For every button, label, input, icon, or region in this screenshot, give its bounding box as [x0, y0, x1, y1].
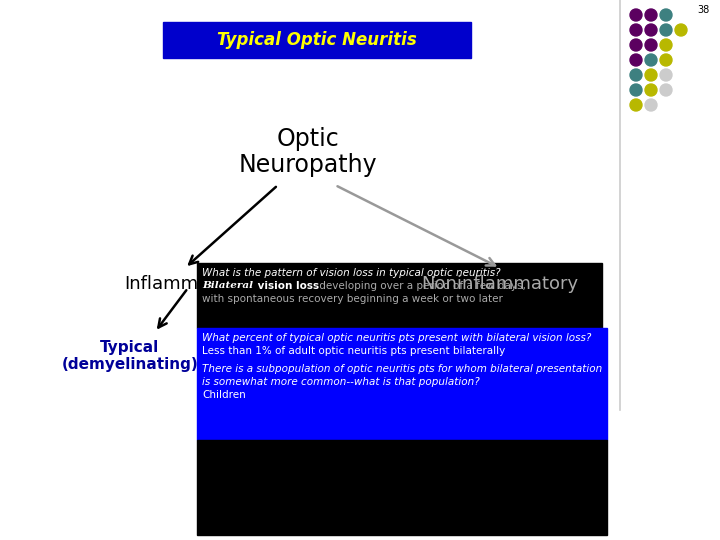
FancyBboxPatch shape — [163, 22, 471, 58]
Text: There is a subpopulation of optic neuritis pts for whom bilateral presentation: There is a subpopulation of optic neurit… — [202, 364, 602, 374]
Circle shape — [645, 39, 657, 51]
Text: developing over a period of a few days,: developing over a period of a few days, — [316, 281, 526, 291]
Circle shape — [630, 84, 642, 96]
Circle shape — [630, 24, 642, 36]
Text: Typical Optic Neuritis: Typical Optic Neuritis — [217, 31, 417, 49]
Circle shape — [660, 39, 672, 51]
Circle shape — [630, 9, 642, 21]
Circle shape — [660, 84, 672, 96]
Circle shape — [630, 54, 642, 66]
Circle shape — [645, 9, 657, 21]
Text: Noninflammatory: Noninflammatory — [421, 275, 579, 293]
Text: Typical
(demyelinating): Typical (demyelinating) — [62, 340, 199, 373]
Circle shape — [660, 9, 672, 21]
Text: is somewhat more common--what is that population?: is somewhat more common--what is that po… — [202, 377, 480, 387]
Text: vision loss: vision loss — [254, 281, 319, 291]
FancyBboxPatch shape — [197, 263, 602, 328]
Text: What percent of typical optic neuritis pts present with bilateral vision loss?: What percent of typical optic neuritis p… — [202, 333, 591, 343]
Text: Less than 1% of adult optic neuritis pts present bilaterally: Less than 1% of adult optic neuritis pts… — [202, 346, 505, 356]
Circle shape — [645, 69, 657, 81]
Text: What is the pattern of vision loss in typical optic neuritis?: What is the pattern of vision loss in ty… — [202, 268, 500, 278]
Circle shape — [660, 54, 672, 66]
Circle shape — [660, 69, 672, 81]
FancyBboxPatch shape — [197, 440, 607, 535]
Text: 38: 38 — [698, 5, 710, 15]
Text: Optic
Neuropathy: Optic Neuropathy — [239, 126, 377, 178]
Circle shape — [675, 24, 687, 36]
Circle shape — [645, 84, 657, 96]
Circle shape — [630, 39, 642, 51]
Text: Children: Children — [202, 390, 246, 400]
Text: Inflammatory: Inflammatory — [125, 275, 246, 293]
Text: Bilateral: Bilateral — [202, 281, 253, 290]
Circle shape — [645, 99, 657, 111]
Circle shape — [630, 99, 642, 111]
Circle shape — [645, 24, 657, 36]
FancyBboxPatch shape — [197, 328, 607, 440]
Circle shape — [645, 54, 657, 66]
Circle shape — [630, 69, 642, 81]
Text: with spontaneous recovery beginning a week or two later: with spontaneous recovery beginning a we… — [202, 294, 503, 304]
Circle shape — [660, 24, 672, 36]
